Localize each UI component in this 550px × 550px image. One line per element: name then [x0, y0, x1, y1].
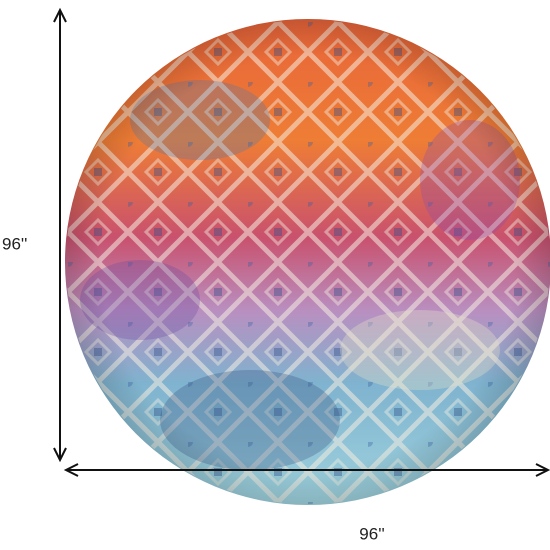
width-arrow — [63, 463, 550, 477]
rug — [65, 19, 550, 505]
height-label: 96'' — [2, 234, 27, 253]
height-arrow — [53, 7, 67, 463]
width-label: 96'' — [359, 524, 384, 543]
